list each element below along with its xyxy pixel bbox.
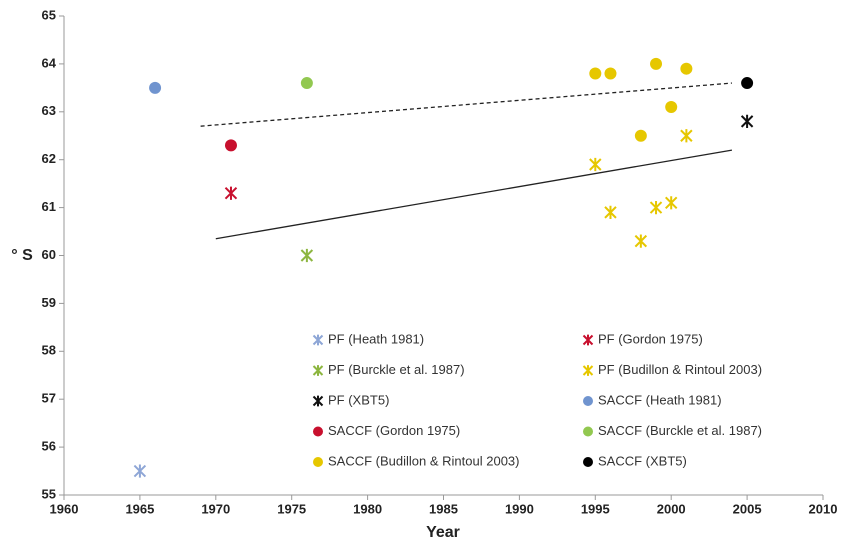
legend-label: SACCF (Heath 1981) <box>598 392 722 407</box>
legend-label: SACCF (Burckle et al. 1987) <box>598 423 762 438</box>
point <box>589 157 602 172</box>
legend-marker <box>583 457 593 467</box>
legend-marker <box>313 457 323 467</box>
point <box>589 67 602 80</box>
point <box>300 248 314 263</box>
legend-label: SACCF (Budillon & Rintoul 2003) <box>328 453 519 468</box>
point <box>133 464 147 478</box>
x-tick-label: 2000 <box>657 501 686 516</box>
point <box>604 205 617 219</box>
point <box>740 114 754 128</box>
y-tick-label: 56 <box>42 439 56 454</box>
x-tick-label: 1995 <box>581 501 610 516</box>
legend-label: PF (XBT5) <box>328 392 389 407</box>
point <box>680 62 693 75</box>
point <box>665 101 678 114</box>
x-tick-label: 1970 <box>201 501 230 516</box>
legend-marker <box>582 365 594 376</box>
x-tick-label: 2005 <box>733 501 762 516</box>
point <box>149 81 162 94</box>
trendline <box>200 82 732 127</box>
legend-label: SACCF (Gordon 1975) <box>328 423 460 438</box>
legend-marker <box>312 365 324 376</box>
y-tick-label: 65 <box>42 7 56 22</box>
point <box>680 129 693 143</box>
point <box>664 196 678 210</box>
y-tick-label: 62 <box>42 151 56 166</box>
y-tick-label: 59 <box>42 295 56 310</box>
y-tick-label: 55 <box>42 486 56 501</box>
trendline <box>215 149 733 240</box>
point <box>634 234 648 248</box>
legend-marker <box>583 426 593 437</box>
point <box>224 139 237 152</box>
x-tick-label: 1990 <box>505 501 534 516</box>
legend-label: PF (Budillon & Rintoul 2003) <box>598 362 762 377</box>
point <box>649 201 663 215</box>
legend-marker <box>582 334 594 346</box>
point <box>604 67 617 80</box>
legend-label: PF (Gordon 1975) <box>598 331 703 346</box>
y-tick-label: 58 <box>42 343 56 358</box>
x-tick-label: 1975 <box>277 501 306 516</box>
x-tick-label: 1980 <box>353 501 382 516</box>
legend-label: PF (Burckle et al. 1987) <box>328 362 465 377</box>
point <box>650 57 663 70</box>
legend-marker <box>583 396 593 406</box>
point <box>634 129 647 142</box>
x-tick-label: 1985 <box>429 501 458 516</box>
legend-marker <box>313 426 323 437</box>
point <box>300 77 313 90</box>
legend-label: SACCF (XBT5) <box>598 453 687 468</box>
legend-marker <box>312 395 324 407</box>
x-tick-label: 1960 <box>50 501 79 516</box>
legend-label: PF (Heath 1981) <box>328 331 424 346</box>
x-axis-title: Year <box>426 524 460 541</box>
y-tick-label: 60 <box>42 247 56 262</box>
y-tick-label: 64 <box>42 55 57 70</box>
point <box>741 77 754 90</box>
y-tick-label: 63 <box>42 103 56 118</box>
y-tick-label: 57 <box>42 391 56 406</box>
y-tick-label: 61 <box>42 199 56 214</box>
legend-marker <box>312 334 324 346</box>
x-tick-label: 2010 <box>809 501 838 516</box>
point <box>224 186 238 200</box>
x-tick-label: 1965 <box>125 501 154 516</box>
y-axis-title: ° S <box>11 247 33 264</box>
